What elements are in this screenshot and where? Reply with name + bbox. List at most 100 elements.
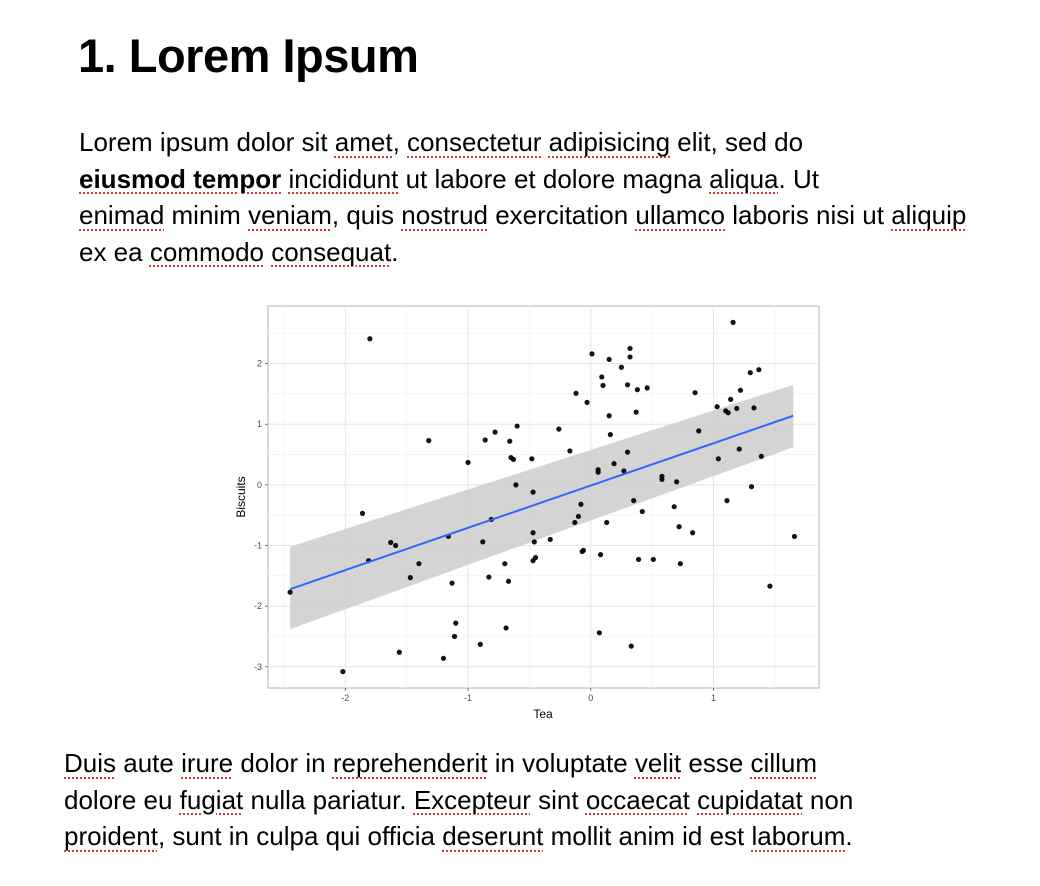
- spellcheck-word[interactable]: veniam: [248, 200, 332, 230]
- spellcheck-word[interactable]: cupidatat: [697, 784, 803, 815]
- page-title: 1. Lorem Ipsum: [78, 29, 419, 82]
- y-tick-label: 1: [257, 419, 262, 429]
- data-point: [627, 354, 633, 360]
- text-run: [541, 127, 548, 157]
- spellcheck-word[interactable]: commodo: [149, 236, 264, 267]
- data-point: [532, 555, 539, 561]
- text-run: mollit anim id est: [543, 821, 752, 851]
- data-point: [393, 542, 399, 549]
- data-point: [618, 364, 625, 370]
- data-point: [580, 547, 586, 553]
- text-run: Lorem ipsum dolor sit: [79, 127, 335, 157]
- data-point: [724, 498, 730, 504]
- data-point: [396, 649, 402, 655]
- x-tick-label: -1: [464, 693, 472, 703]
- spellcheck-word[interactable]: velit: [634, 748, 682, 778]
- spellcheck-word[interactable]: laborum: [751, 821, 846, 851]
- data-point: [426, 438, 432, 444]
- data-point: [627, 345, 633, 352]
- data-point: [486, 574, 492, 580]
- spellcheck-word[interactable]: fugiat: [179, 784, 244, 815]
- data-point: [636, 556, 642, 563]
- spellcheck-word[interactable]: consequat: [271, 236, 392, 267]
- spellcheck-word[interactable]: deserunt: [442, 821, 544, 851]
- text-run: .: [845, 821, 853, 851]
- x-axis-title: Tea: [533, 707, 553, 721]
- spellcheck-word[interactable]: adipisicing: [548, 127, 671, 157]
- scatter-chart: -2 -1 0 1 -3 -2 -1 0 1 2 Tea Biscuits: [234, 305, 820, 721]
- text-run: minim: [164, 200, 249, 230]
- data-point: [677, 561, 683, 567]
- data-point: [606, 356, 612, 362]
- spellcheck-word[interactable]: amet: [334, 127, 393, 157]
- data-point: [631, 498, 637, 504]
- data-point: [567, 448, 573, 454]
- data-point: [692, 390, 698, 396]
- data-point: [502, 561, 508, 567]
- data-point: [730, 319, 736, 325]
- data-point: [596, 630, 602, 636]
- spellcheck-word[interactable]: irure: [181, 748, 234, 778]
- spellcheck-word[interactable]: enimad: [79, 200, 165, 230]
- spellcheck-word[interactable]: incididunt: [288, 163, 399, 194]
- intro-paragraph: Lorem ipsum dolor sit amet, consectetur …: [79, 124, 979, 270]
- data-point: [359, 510, 366, 516]
- data-point: [634, 387, 640, 393]
- data-point: [714, 404, 720, 410]
- data-point: [758, 453, 764, 459]
- y-tick-label: -2: [254, 601, 262, 611]
- data-point: [650, 556, 656, 563]
- data-point: [725, 410, 731, 416]
- data-point: [340, 669, 346, 675]
- data-point: [510, 456, 517, 463]
- spellcheck-word[interactable]: proident: [64, 821, 158, 851]
- data-point: [728, 396, 734, 402]
- data-point: [287, 589, 293, 595]
- spellcheck-word[interactable]: Duis: [64, 748, 117, 778]
- data-point: [584, 399, 590, 406]
- spellcheck-word[interactable]: reprehenderit: [332, 748, 488, 778]
- text-run: nulla pariatur.: [243, 784, 414, 815]
- spellcheck-word[interactable]: ullamco: [635, 200, 725, 230]
- spellcheck-word[interactable]: Excepteur: [413, 784, 531, 815]
- x-tick-label: 1: [711, 693, 716, 703]
- data-point: [480, 539, 486, 545]
- data-point: [621, 468, 627, 474]
- data-point: [628, 643, 634, 649]
- data-point: [606, 413, 612, 419]
- data-point: [492, 429, 498, 435]
- data-point: [751, 405, 757, 411]
- spellcheck-word[interactable]: aliqua: [709, 163, 779, 194]
- data-point: [575, 513, 582, 520]
- bold-spellcheck-phrase[interactable]: eiusmod tempor: [79, 163, 282, 194]
- data-point: [449, 580, 455, 586]
- text-run: aute: [116, 748, 182, 778]
- spellcheck-word[interactable]: cillum: [750, 748, 817, 778]
- data-point: [407, 575, 413, 581]
- data-point: [674, 479, 680, 485]
- data-point: [676, 524, 682, 530]
- spellcheck-word[interactable]: aliquip: [891, 200, 967, 230]
- spellcheck-word[interactable]: occaecat: [585, 784, 690, 815]
- confidence-band: [290, 384, 794, 630]
- text-run: .: [391, 236, 399, 267]
- data-point: [514, 423, 520, 429]
- data-point: [529, 456, 535, 462]
- text-run: in voluptate: [487, 748, 635, 778]
- spellcheck-word[interactable]: consectetur: [407, 127, 542, 157]
- data-point: [367, 336, 373, 342]
- data-point: [624, 449, 631, 455]
- data-point: [756, 367, 762, 373]
- data-point: [611, 461, 617, 467]
- data-point: [736, 446, 742, 452]
- data-point: [513, 482, 519, 488]
- data-point: [451, 633, 458, 640]
- data-point: [507, 438, 513, 444]
- data-point: [624, 382, 631, 388]
- spellcheck-word[interactable]: nostrud: [401, 200, 488, 230]
- data-point: [556, 426, 562, 432]
- data-point: [531, 539, 537, 545]
- data-point: [453, 620, 459, 626]
- text-run: non: [802, 784, 854, 815]
- data-point: [530, 489, 536, 495]
